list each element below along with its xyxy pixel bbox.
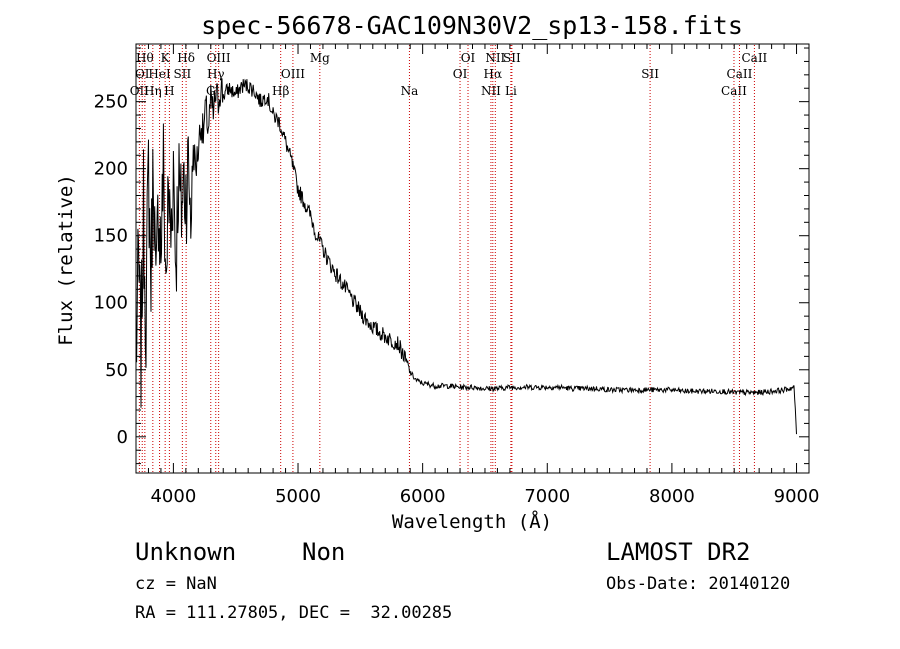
spectral-line-markers: OIIOIHθHηHeIKHSIIHδGHγOIIIHβOIIIMgNaOIOI… (130, 45, 768, 472)
line-label-11: OIII (207, 51, 231, 65)
line-label-7: SII (174, 67, 192, 81)
redshift-value: cz = NaN (135, 574, 217, 594)
y-tick-label: 150 (94, 226, 128, 247)
y-tick-label: 100 (94, 293, 128, 314)
chart-title: spec-56678-GAC109N30V2_sp13-158.fits (201, 11, 743, 40)
line-label-25: CaII (727, 67, 753, 81)
object-subclass: Non (302, 538, 346, 566)
line-label-6: H (164, 84, 174, 98)
x-tick-label: 7000 (524, 486, 570, 507)
y-tick-label: 200 (94, 159, 128, 180)
line-label-18: NII (481, 84, 501, 98)
line-label-1: OI (135, 67, 150, 81)
observation-date: Obs-Date: 20140120 (606, 574, 791, 594)
coordinates: RA = 111.27805, DEC = 32.00285 (135, 603, 453, 623)
line-label-24: CaII (721, 84, 747, 98)
y-tick-label: 250 (94, 92, 128, 113)
spectrum-series (135, 78, 797, 435)
x-axis-ticks: 4000 5000 6000 7000 8000 9000 (135, 44, 820, 507)
line-label-14: Mg (310, 51, 330, 65)
line-label-15: Na (401, 84, 419, 98)
x-tick-label: 4000 (150, 486, 196, 507)
x-tick-label: 6000 (400, 486, 446, 507)
line-label-21: Li (505, 84, 517, 98)
x-tick-label: 5000 (275, 486, 321, 507)
line-label-8: Hδ (177, 51, 195, 65)
line-label-10: Hγ (207, 67, 225, 81)
spectrum-line (135, 78, 797, 435)
line-label-17: OI (461, 51, 476, 65)
line-label-20: NII (485, 51, 505, 65)
line-label-22: SII (503, 51, 521, 65)
x-axis-label: Wavelength (Å) (392, 510, 552, 533)
object-class: Unknown (135, 538, 237, 566)
spectrum-plot: spec-56678-GAC109N30V2_sp13-158.fits OII… (55, 11, 820, 533)
y-tick-label: 50 (105, 360, 128, 381)
line-label-12: Hβ (272, 84, 289, 98)
y-axis-label: Flux (relative) (55, 174, 77, 346)
line-label-19: Hα (484, 67, 503, 81)
line-label-16: OI (453, 67, 468, 81)
line-label-23: SII (641, 67, 659, 81)
survey-name: LAMOST DR2 (606, 538, 751, 566)
y-axis-ticks: 0 50 100 150 200 250 (94, 47, 809, 465)
plot-frame (135, 43, 810, 474)
x-tick-label: 8000 (649, 486, 695, 507)
y-tick-label: 0 (117, 427, 128, 448)
line-label-13: OIII (281, 67, 305, 81)
line-label-3: Hη (144, 84, 162, 98)
line-label-2: Hθ (136, 51, 154, 65)
x-tick-label: 9000 (774, 486, 820, 507)
line-label-4: HeI (148, 67, 171, 81)
line-label-5: K (161, 51, 171, 65)
line-label-26: CaII (741, 51, 767, 65)
